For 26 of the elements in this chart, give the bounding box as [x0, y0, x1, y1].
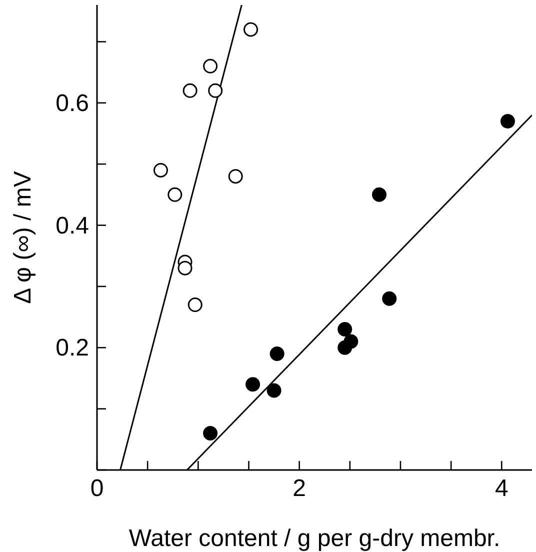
x-tick-label: 4 [494, 475, 508, 502]
x-tick-label: 0 [90, 475, 104, 502]
point [178, 260, 192, 276]
point [500, 114, 515, 128]
point [228, 169, 243, 184]
point [382, 291, 397, 306]
x-tick-label: 2 [292, 475, 306, 502]
point [203, 426, 218, 441]
point [168, 187, 182, 202]
point [270, 346, 284, 361]
point [182, 83, 198, 98]
point [203, 58, 218, 74]
y-tick-label: 0.4 [56, 212, 89, 240]
point [344, 334, 358, 349]
point [246, 377, 260, 392]
point [244, 22, 258, 37]
point [188, 298, 202, 312]
point [208, 83, 223, 98]
point [338, 322, 352, 337]
point [266, 383, 282, 398]
y-axis-title: Δ φ (∞) / mV [10, 171, 37, 304]
x-axis-title: Water content / g per g-dry membr. [128, 525, 500, 552]
y-tick-label: 0.6 [56, 90, 89, 117]
point [372, 187, 386, 202]
point [153, 162, 168, 178]
y-tick-label: 0.2 [56, 334, 89, 362]
